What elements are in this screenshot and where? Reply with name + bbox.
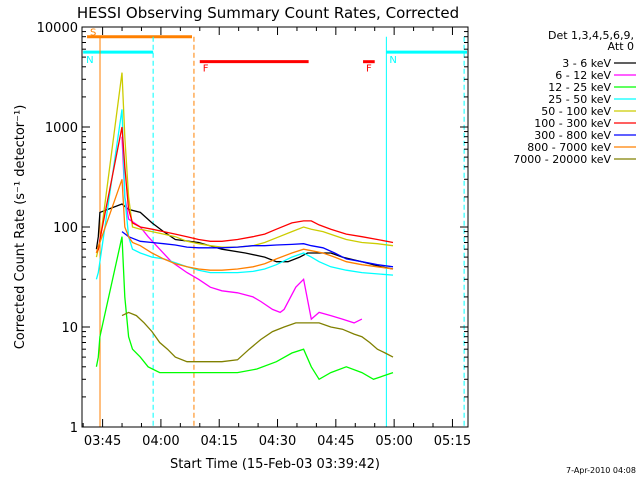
series-line xyxy=(121,136,363,324)
flag-label: N xyxy=(86,55,93,66)
x-tick-label: 04:00 xyxy=(142,434,179,449)
x-tick-label: 05:00 xyxy=(375,434,412,449)
y-tick-label: 1 xyxy=(70,421,78,436)
x-axis-title: Start Time (15-Feb-03 03:39:42) xyxy=(170,457,380,472)
series-line xyxy=(95,236,394,381)
legend-entry-label: 6 - 12 keV xyxy=(555,69,611,82)
x-tick-label: 03:45 xyxy=(84,434,121,449)
chart-title: HESSI Observing Summary Count Rates, Cor… xyxy=(77,4,459,22)
y-tick-label: 10 xyxy=(61,321,78,336)
x-tick-label: 04:45 xyxy=(317,434,354,449)
date-stamp: 7-Apr-2010 04:08 xyxy=(566,466,636,475)
series-line xyxy=(95,109,394,280)
legend-entry-label: 25 - 50 keV xyxy=(548,93,611,106)
series-line xyxy=(121,231,394,268)
legend-entry-label: 300 - 800 keV xyxy=(534,129,611,142)
y-axis-title: Corrected Count Rate (s⁻¹ detector⁻¹) xyxy=(13,105,28,350)
series-line xyxy=(95,179,394,271)
x-axis: 03:45 04:00 04:15 04:30 04:45 05:00 05:15 xyxy=(82,27,471,449)
flag-label: S xyxy=(90,28,96,39)
x-tick-label: 04:15 xyxy=(200,434,237,449)
flag-label: F xyxy=(366,64,372,75)
legend-entry-label: 7000 - 20000 keV xyxy=(513,153,611,166)
y-axis: 1 10 100 1000 10000 xyxy=(37,21,468,436)
series-line xyxy=(121,311,394,363)
legend-entry-label: 800 - 7000 keV xyxy=(527,141,611,154)
flag-label: F xyxy=(203,64,209,75)
legend-entry-label: 3 - 6 keV xyxy=(562,57,611,70)
series-line xyxy=(95,72,394,258)
y-tick-label: 10000 xyxy=(37,21,78,36)
series-layer xyxy=(95,72,394,381)
x-tick-label: 05:15 xyxy=(434,434,471,449)
legend-entry-label: 50 - 100 keV xyxy=(541,105,611,118)
y-tick-label: 1000 xyxy=(45,121,78,136)
flag-label: N xyxy=(389,55,396,66)
y-tick-label: 100 xyxy=(53,221,78,236)
series-line xyxy=(95,126,394,254)
legend-entry-label: 100 - 300 keV xyxy=(534,117,611,130)
legend-header: Det 1,3,4,5,6,9, xyxy=(548,29,634,42)
flags-layer: S N N F F xyxy=(83,28,467,75)
x-tick-label: 04:30 xyxy=(259,434,296,449)
legend-header: Att 0 xyxy=(608,40,634,53)
legend-entry-label: 12 - 25 keV xyxy=(548,81,611,94)
